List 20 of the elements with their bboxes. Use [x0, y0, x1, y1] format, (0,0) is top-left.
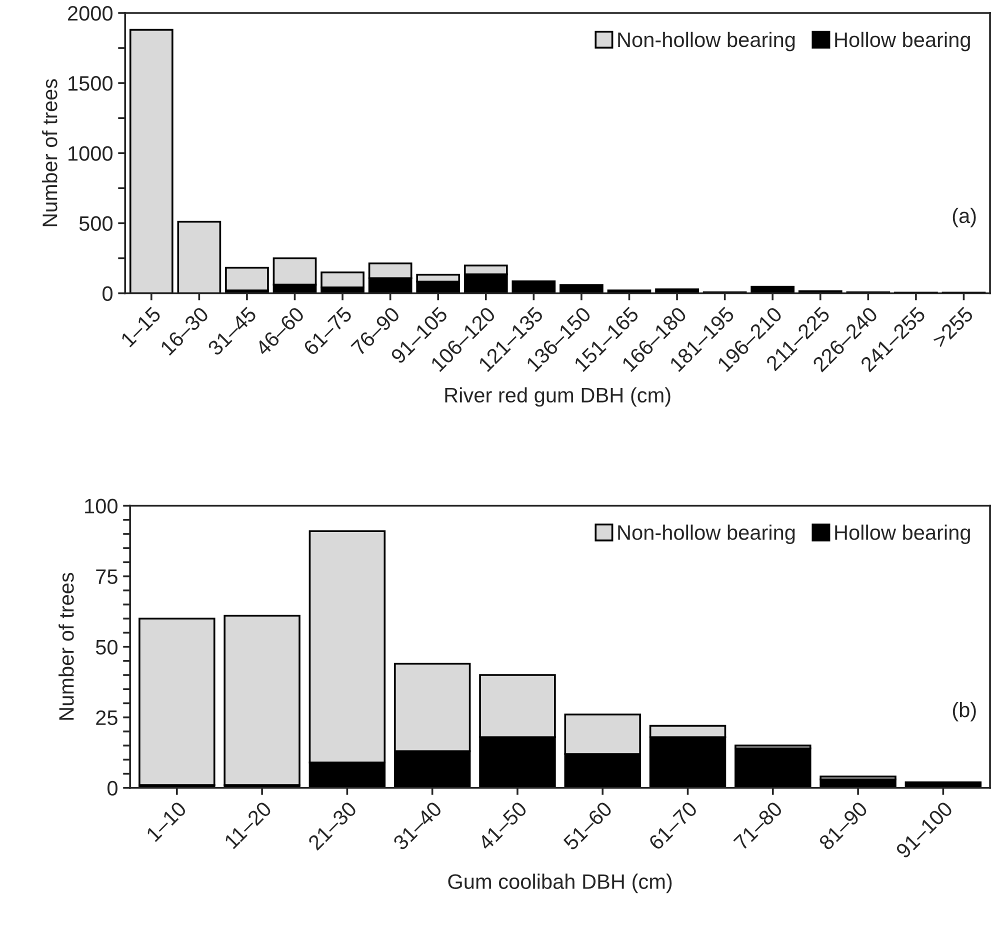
legend-label: Hollow bearing: [835, 524, 970, 544]
legend-label: Non-hollow bearing: [618, 524, 795, 544]
x-axis-title: Gum coolibah DBH (cm): [448, 874, 672, 894]
x-axis-title: River red gum DBH (cm): [445, 387, 670, 407]
y-tick-label: 0: [108, 780, 118, 796]
y-tick-label: 75: [96, 570, 118, 584]
y-tick-label: 1500: [68, 76, 112, 91]
y-tick-label: 100: [85, 498, 118, 514]
y-tick-label: 0: [102, 286, 112, 301]
legend-label: Hollow bearing: [835, 32, 970, 52]
annotation: (b): [952, 702, 976, 722]
y-tick-label: 1000: [68, 146, 112, 161]
y-tick-label: 25: [96, 710, 118, 726]
y-axis-title: Number of trees: [58, 572, 74, 720]
legend-label: Non-hollow bearing: [618, 32, 795, 52]
annotation: (a): [952, 208, 976, 228]
y-axis-title: Number of trees: [42, 79, 58, 226]
y-tick-label: 500: [79, 216, 112, 231]
y-tick-label: 2000: [68, 6, 112, 21]
y-tick-label: 50: [96, 640, 118, 655]
